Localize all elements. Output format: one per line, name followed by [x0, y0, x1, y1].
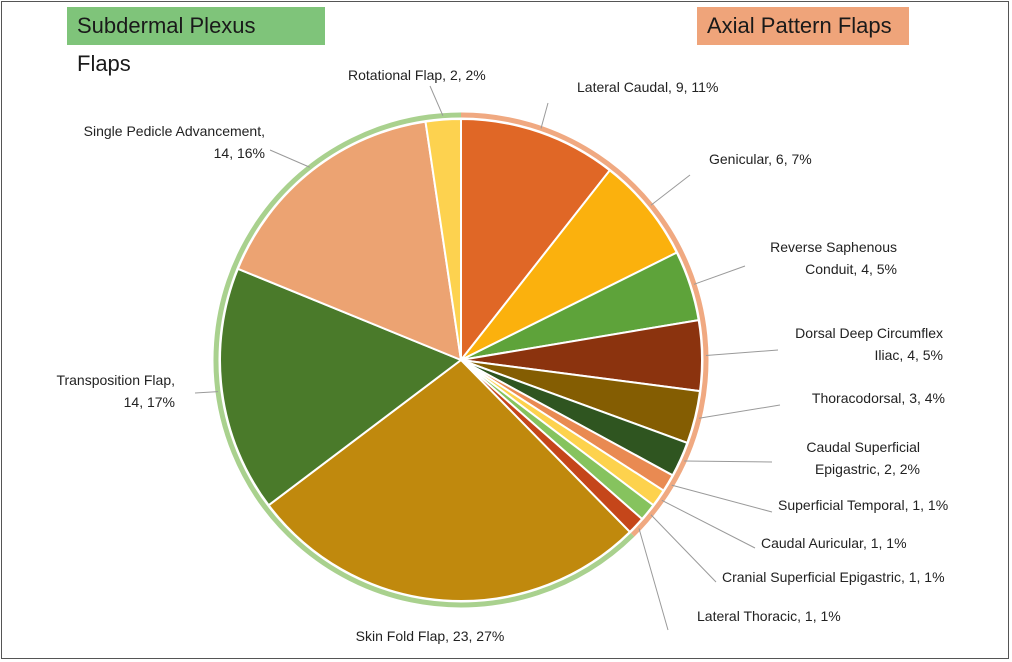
- label-transposition-flap: Transposition Flap, 14, 17%: [56, 372, 175, 410]
- leader-transposition-flap: [194, 391, 219, 394]
- leader-lateral-caudal: [540, 102, 549, 129]
- leader-cranial-superficial-epigastric: [650, 514, 717, 583]
- slice-rotational-flap: [424, 117, 462, 361]
- label-dorsal-deep-circumflex-iliac: Dorsal Deep Circumflex Iliac, 4, 5%: [795, 325, 943, 363]
- slice-skin-fold-flap: [267, 358, 632, 602]
- label-lateral-thoracic: Lateral Thoracic, 1, 1%: [697, 608, 841, 624]
- group-ring-axial-pattern-flaps: [460, 112, 709, 537]
- leader-caudal-auricular: [661, 499, 756, 549]
- label-superficial-temporal: Superficial Temporal, 1, 1%: [778, 497, 948, 513]
- axial-pattern-flaps-header: Axial Pattern Flaps: [697, 7, 909, 45]
- label-single-pedicle-advancement: Single Pedicle Advancement, 14, 16%: [84, 123, 265, 161]
- label-thoracodorsal: Thoracodorsal, 3, 4%: [812, 390, 945, 406]
- leader-superficial-temporal: [671, 484, 773, 513]
- leader-caudal-superficial-epigastric: [684, 460, 773, 463]
- slice-single-pedicle-advancement: [236, 120, 463, 362]
- leader-lines: [194, 85, 781, 631]
- label-cranial-superficial-epigastric: Cranial Superficial Epigastric, 1, 1%: [722, 569, 945, 585]
- label-genicular: Genicular, 6, 7%: [709, 151, 812, 167]
- slice-labels: Lateral Caudal, 9, 11% Genicular, 6, 7% Re…: [56, 67, 948, 644]
- slice-transposition-flap: [219, 267, 464, 507]
- group-rings: [213, 112, 709, 608]
- subdermal-plexus-flaps-header: Subdermal Plexus Flaps: [67, 7, 325, 76]
- label-skin-fold-flap: Skin Fold Flap, 23, 27%: [356, 628, 505, 644]
- label-caudal-superficial-epigastric: Caudal Superficial Epigastric, 2, 2%: [806, 439, 920, 477]
- group-ring-subdermal-plexus-flaps: [213, 112, 635, 608]
- leader-genicular: [650, 174, 691, 206]
- leader-reverse-saphenous-conduit: [693, 265, 746, 285]
- slice-genicular: [460, 168, 679, 361]
- label-lateral-caudal: Lateral Caudal, 9, 11%: [577, 79, 718, 95]
- leader-single-pedicle-advancement: [269, 149, 310, 168]
- leader-dorsal-deep-circumflex-iliac: [705, 349, 779, 356]
- pie-slices: [219, 117, 703, 602]
- label-caudal-auricular: Caudal Auricular, 1, 1%: [761, 535, 907, 551]
- slice-lateral-caudal: [460, 117, 612, 363]
- leader-thoracodorsal: [698, 404, 781, 419]
- leader-lateral-thoracic: [638, 528, 669, 631]
- label-reverse-saphenous-conduit: Reverse Saphenous Conduit, 4, 5%: [770, 239, 897, 277]
- leader-rotational-flap: [429, 85, 444, 116]
- label-rotational-flap: Rotational Flap, 2, 2%: [348, 67, 486, 83]
